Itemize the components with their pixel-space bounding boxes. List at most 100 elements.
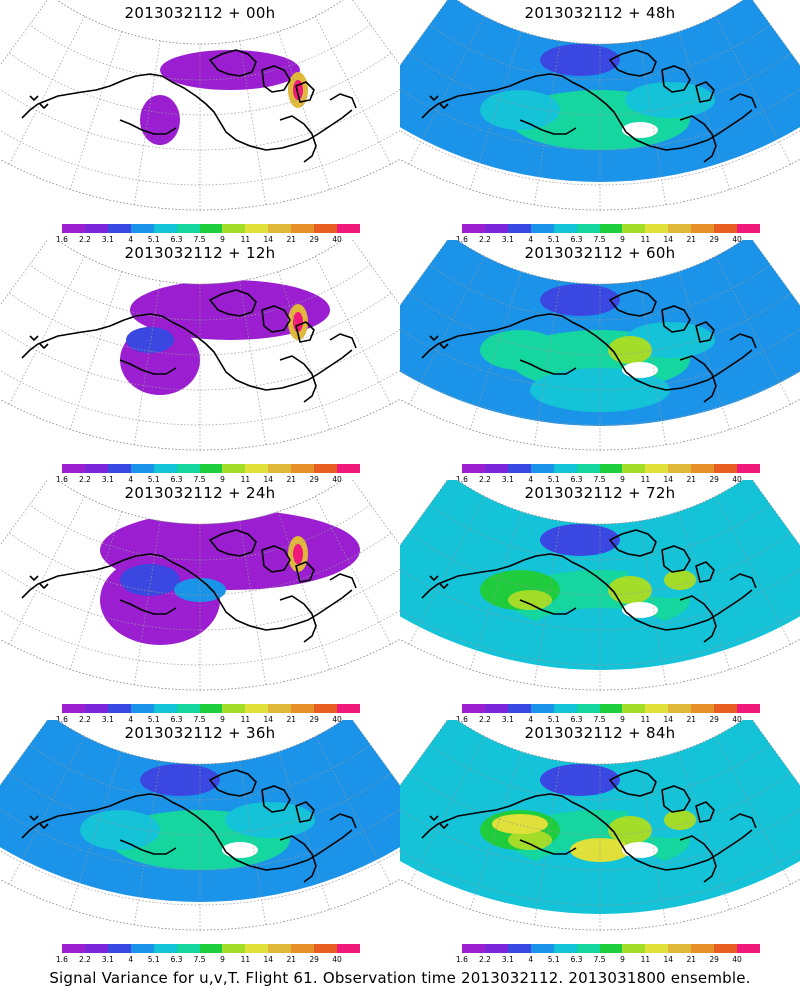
colorbar-tick-label: 4 [528, 955, 534, 964]
colorbar-tick-label: 14 [263, 955, 274, 964]
colorbar-tick-label: 2.2 [478, 955, 491, 964]
colorbar-swatch [691, 224, 715, 233]
colorbar-swatch [622, 224, 646, 233]
colorbar-swatch [245, 224, 269, 233]
colorbar-swatch [176, 944, 200, 953]
colorbar-tick-label: 21 [686, 715, 696, 724]
colorbar-tick-label: 9 [220, 715, 225, 724]
lat-lon-grid [0, 0, 400, 211]
forecast-panel: 2013032112 + 72h 1.6 2.2 3.1 4 5.1 6.3 7.5 9 11 14… [400, 480, 800, 724]
colorbar-swatch [484, 464, 508, 473]
colorbar-tick-label: 21 [286, 955, 296, 964]
colorbar-tick-label: 3.1 [501, 955, 514, 964]
colorbar-tick-label: 14 [663, 955, 674, 964]
colorbar-tick-label: 29 [309, 715, 319, 724]
colorbar-swatch [153, 224, 177, 233]
variance-map [400, 480, 800, 691]
colorbar-tick-label: 29 [709, 715, 719, 724]
colorbar-tick-label: 2.2 [78, 475, 91, 484]
colorbar-swatch [107, 704, 131, 713]
colorbar-swatch [737, 944, 760, 953]
colorbar-swatch [199, 224, 223, 233]
colorbar-swatch [576, 464, 600, 473]
colorbar-tick-label: 11 [240, 235, 251, 244]
colorbar-tick-label: 14 [263, 715, 274, 724]
colorbar-tick-label: 9 [620, 475, 625, 484]
colorbar-swatch [484, 224, 508, 233]
colorbar [62, 224, 360, 233]
panel-title: 2013032112 + 24h [124, 484, 276, 502]
colorbar-tick-label: 40 [332, 715, 342, 724]
colorbar-swatch [622, 704, 646, 713]
colorbar-labels: 1.6 2.2 3.1 4 5.1 6.3 7.5 9 11 14 21 29 40 [54, 715, 374, 725]
colorbar-swatch [314, 704, 338, 713]
colorbar-tick-label: 14 [663, 715, 674, 724]
colorbar-tick-label: 2.2 [78, 955, 91, 964]
colorbar-swatch [222, 464, 246, 473]
colorbar [462, 224, 760, 233]
colorbar-swatch [737, 224, 760, 233]
colorbar-swatch [84, 944, 108, 953]
colorbar-swatch [462, 224, 485, 233]
colorbar-swatch [268, 224, 292, 233]
colorbar-swatch [268, 704, 292, 713]
colorbar-swatch [153, 944, 177, 953]
colorbar-swatch [199, 944, 223, 953]
colorbar-tick-label: 11 [640, 715, 651, 724]
lat-lon-grid [400, 0, 800, 211]
colorbar-tick-label: 5.1 [547, 475, 560, 484]
colorbar-swatch [291, 464, 315, 473]
coastline [21, 769, 357, 883]
colorbar-tick-label: 2.2 [478, 475, 491, 484]
colorbar-tick-label: 3.1 [501, 475, 514, 484]
colorbar-swatch [130, 224, 154, 233]
colorbar-swatch [268, 464, 292, 473]
colorbar-tick-label: 6.3 [170, 235, 183, 244]
lat-lon-grid [0, 480, 400, 691]
colorbar-swatch [599, 464, 623, 473]
colorbar-tick-label: 11 [240, 475, 251, 484]
colorbar-labels: 1.6 2.2 3.1 4 5.1 6.3 7.5 9 11 14 21 29 40 [454, 955, 774, 965]
lat-lon-grid [400, 720, 800, 931]
colorbar-tick-label: 40 [732, 475, 742, 484]
colorbar-swatch [645, 224, 669, 233]
colorbar-tick-label: 29 [309, 955, 319, 964]
colorbar-tick-label: 14 [663, 475, 674, 484]
panel-title: 2013032112 + 00h [124, 4, 276, 22]
colorbar-tick-label: 5.1 [547, 955, 560, 964]
variance-map [400, 240, 800, 451]
colorbar-swatch [222, 704, 246, 713]
colorbar-swatch [107, 224, 131, 233]
colorbar-tick-label: 7.5 [193, 475, 206, 484]
colorbar-labels: 1.6 2.2 3.1 4 5.1 6.3 7.5 9 11 14 21 29 40 [454, 475, 774, 485]
colorbar-swatch [576, 704, 600, 713]
colorbar-tick-label: 4 [128, 955, 134, 964]
colorbar-swatch [462, 464, 485, 473]
colorbar-swatch [314, 224, 338, 233]
colorbar-swatch [507, 224, 531, 233]
colorbar-swatch [199, 464, 223, 473]
colorbar-swatch [737, 704, 760, 713]
colorbar-tick-label: 3.1 [101, 235, 114, 244]
lat-lon-grid [400, 480, 800, 691]
colorbar-tick-label: 7.5 [193, 235, 206, 244]
figure-caption: Signal Variance for u,v,T. Flight 61. Ob… [49, 969, 751, 987]
coastline [421, 289, 757, 403]
colorbar-swatch [153, 464, 177, 473]
colorbar-swatch [599, 224, 623, 233]
variance-map [0, 0, 400, 211]
panel-title: 2013032112 + 36h [124, 724, 276, 742]
colorbar-swatch [245, 944, 269, 953]
colorbar-swatch [645, 704, 669, 713]
colorbar-swatch [107, 944, 131, 953]
panel-title: 2013032112 + 84h [524, 724, 676, 742]
colorbar-swatch [245, 704, 269, 713]
colorbar-swatch [507, 704, 531, 713]
coastline [421, 769, 757, 883]
colorbar-tick-label: 29 [709, 475, 719, 484]
colorbar-swatch [462, 704, 485, 713]
colorbar-tick-label: 1.6 [56, 475, 68, 484]
colorbar-swatch [714, 224, 738, 233]
colorbar-tick-label: 40 [732, 715, 742, 724]
colorbar-tick-label: 29 [309, 235, 319, 244]
